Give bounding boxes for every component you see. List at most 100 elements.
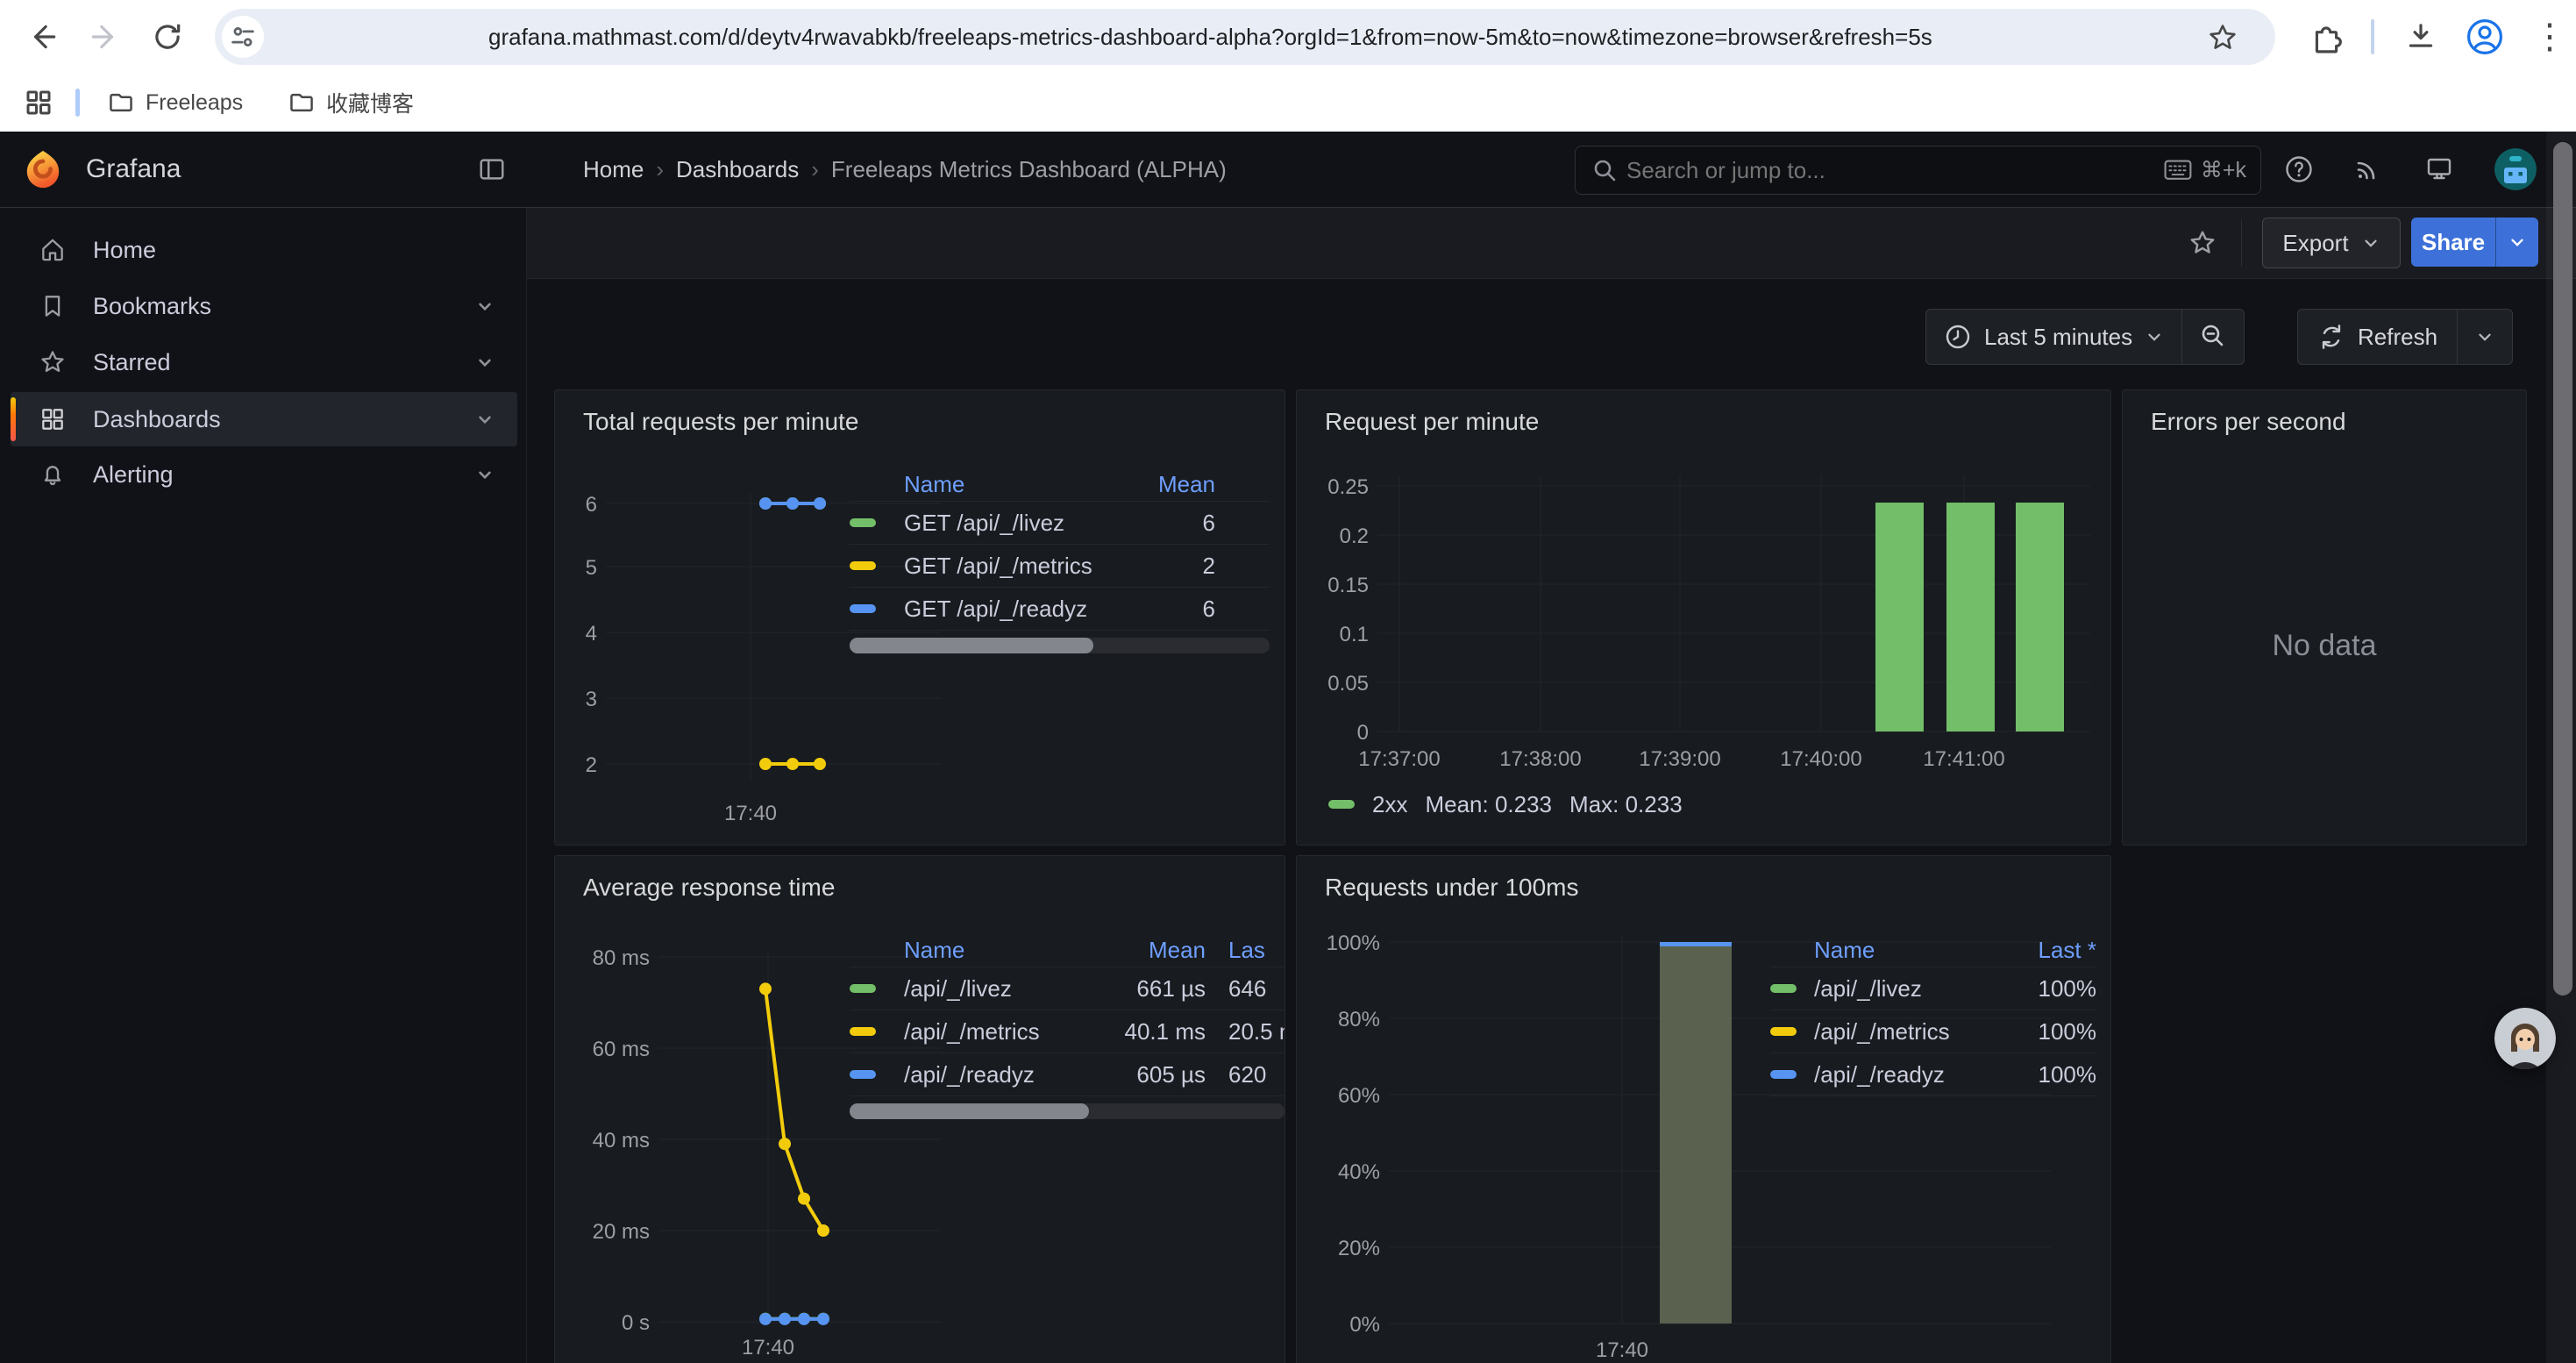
legend-row[interactable]: /api/_/readyz 100% [1770,1053,2096,1096]
chevron-down-icon[interactable] [473,295,496,318]
legend-row[interactable]: /api/_/readyz 605 µs 620 [850,1053,1284,1096]
dashboard-actions-bar: Export Share [527,208,2576,279]
chart-total-requests: 6 5 4 3 2 17:40 [586,493,941,825]
browser-menu-icon[interactable]: ⋮ [2532,18,2567,56]
legend-row[interactable]: GET /api/_/readyz 6 [850,588,1270,631]
legend-swatch [850,561,876,570]
legend-row-2xx[interactable]: 2xx Mean: 0.233 Max: 0.233 [1328,789,1683,819]
back-icon[interactable] [26,20,60,54]
breadcrumb: Home › Dashboards › Freeleaps Metrics Da… [583,132,1227,207]
panel-requests-under-100ms: Requests under 100ms 100% 80% 60% 40% 20% 0% 1… [1296,855,2111,1363]
legend-row[interactable]: /api/_/livez 661 µs 646 [850,967,1284,1010]
svg-text:0%: 0% [1349,1313,1380,1337]
legend-mean-value: 661 µs [1136,974,1206,1002]
apps-grid-icon[interactable] [23,87,54,118]
legend-row[interactable]: GET /api/_/metrics 2 [850,545,1270,588]
breadcrumb-home[interactable]: Home [583,155,644,182]
grafana-header: Grafana Home › Dashboards › Freeleaps Me… [0,132,2576,208]
keyboard-icon [2164,160,2192,181]
sidebar-item-home[interactable]: Home [11,223,517,277]
legend-row[interactable]: /api/_/metrics 40.1 ms 20.5 m [850,1010,1284,1053]
panel-title[interactable]: Requests under 100ms [1325,874,1579,901]
sidebar-item-label: Home [93,236,157,263]
legend-mean-value: 605 µs [1136,1060,1206,1088]
grafana-logo-icon[interactable] [23,149,63,189]
reload-icon[interactable] [151,20,184,54]
chevron-down-icon[interactable] [473,351,496,374]
svg-text:40%: 40% [1338,1160,1380,1184]
legend-row[interactable]: /api/_/metrics 100% [1770,1010,2096,1053]
legend-mean-value: 6 [1202,509,1215,536]
legend-col-mean: Mean [1148,936,1206,963]
legend-row[interactable]: GET /api/_/livez 6 [850,502,1270,545]
assistant-avatar-button[interactable] [2494,1008,2556,1069]
brand-name: Grafana [86,154,181,183]
share-caret-button[interactable] [2495,218,2538,267]
legend-row[interactable]: /api/_/livez 100% [1770,967,2096,1010]
extensions-icon[interactable] [2309,20,2343,54]
time-range-picker[interactable]: Last 5 minutes [1926,310,2181,364]
chevron-down-icon[interactable] [473,408,496,431]
legend-table: Name Mean Las/api/_/livez 661 µs 646/api/_/m… [850,933,1284,1119]
legend-scrollbar-thumb[interactable] [850,638,1093,653]
bookmark-folder-freeleaps[interactable]: Freeleaps [98,82,252,124]
search-input[interactable] [1625,155,2164,185]
address-bar[interactable] [215,9,2391,65]
zoom-out-button[interactable] [2181,310,2244,364]
panel-title[interactable]: Average response time [583,874,836,901]
legend-scrollbar-thumb[interactable] [850,1103,1089,1119]
legend-swatch-cell [1770,1070,1814,1079]
url-input[interactable] [488,9,2391,65]
legend-last-value: 100% [2038,1017,2097,1045]
legend-header: Name Last * [1770,933,2096,967]
sidebar-item-starred[interactable]: Starred [11,335,517,389]
breadcrumb-dashboards[interactable]: Dashboards [676,155,800,182]
sidebar-item-alerting[interactable]: Alerting [11,447,517,502]
legend-max: Max: 0.233 [1569,790,1683,817]
bookmark-label: Freeleaps [146,89,244,115]
panel-title[interactable]: Request per minute [1325,408,1540,435]
legend-swatch-cell [850,1070,904,1079]
user-avatar[interactable] [2494,148,2537,190]
svg-text:17:40:00: 17:40:00 [1780,747,1861,771]
legend-scrollbar[interactable] [850,1103,1284,1119]
breadcrumb-separator: › [656,155,665,182]
panel-average-response-time: Average response time 80 ms 60 ms 40 ms 20 … [554,855,1285,1363]
legend-mean-value: 2 [1202,552,1215,579]
refresh-button[interactable]: Refresh [2298,310,2457,364]
refresh-interval-caret[interactable] [2457,310,2512,364]
collapse-sidebar-icon[interactable] [477,154,507,184]
bookmark-star-icon[interactable] [2207,22,2238,54]
svg-text:3: 3 [586,688,597,711]
legend-scrollbar[interactable] [850,638,1270,653]
svg-text:20%: 20% [1338,1237,1380,1260]
svg-text:17:37:00: 17:37:00 [1358,747,1440,771]
search-icon [1591,157,1618,183]
forward-icon[interactable] [88,20,121,54]
folder-icon [110,93,132,112]
share-button[interactable]: Share [2411,218,2495,267]
sidebar-item-bookmarks[interactable]: Bookmarks [11,279,517,333]
bookmark-folder-blog[interactable]: 收藏博客 [279,82,423,124]
search-box[interactable]: ⌘+k [1575,146,2261,195]
favorite-star-icon[interactable] [2188,228,2217,258]
legend-swatch [850,984,876,993]
panel-title[interactable]: Total requests per minute [583,408,859,435]
panel-title[interactable]: Errors per second [2151,408,2346,435]
help-icon[interactable] [2283,153,2315,185]
monitor-icon[interactable] [2423,153,2455,185]
star-icon [39,348,67,376]
site-settings-chip[interactable] [222,16,264,58]
downloads-icon[interactable] [2404,20,2437,54]
scrollbar-thumb[interactable] [2553,142,2572,995]
legend-swatch [1770,1027,1797,1036]
legend-series-name: /api/_/metrics [1814,1017,1950,1045]
news-rss-icon[interactable] [2352,153,2383,185]
sidebar-item-dashboards[interactable]: Dashboards [11,392,517,446]
profile-icon[interactable] [2466,18,2504,56]
svg-text:80 ms: 80 ms [593,946,650,970]
chevron-down-icon[interactable] [473,463,496,486]
export-button[interactable]: Export [2262,218,2401,268]
actions-divider [2241,219,2242,267]
legend-series-name: /api/_/readyz [904,1060,1035,1088]
